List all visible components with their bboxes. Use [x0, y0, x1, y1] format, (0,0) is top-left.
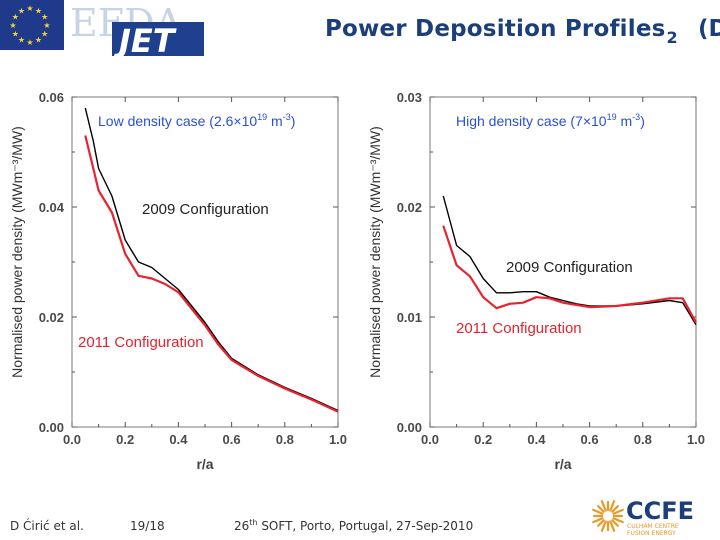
footer-conf-sup: th	[249, 518, 258, 527]
case-label-part: -3	[283, 112, 291, 122]
eu-star-icon: ★	[9, 21, 16, 30]
y-tick-label: 0.01	[397, 310, 422, 325]
x-axis-label: r/a	[554, 456, 571, 472]
x-tick-label: 0.6	[581, 432, 599, 447]
footer-author: D Ćirić et al.	[10, 519, 84, 533]
ccfe-burst-ray	[609, 520, 616, 532]
ccfe-burst-ray	[612, 517, 624, 524]
efda-jet-logo: ★★★★★★★★★★★★ EFDA JET	[0, 0, 204, 58]
eu-star-icon: ★	[35, 6, 42, 15]
ccfe-burst-ray	[611, 519, 619, 527]
series-label-2009: 2009 Configuration	[142, 201, 269, 218]
ccfe-tagline-2: FUSION ENERGY	[627, 530, 676, 537]
ccfe-text: CCFE	[626, 497, 694, 525]
x-tick-label: 1.0	[329, 432, 347, 447]
case-label-part: High density case (7×10	[456, 113, 607, 129]
ccfe-burst-ray	[612, 508, 624, 515]
ccfe-burst-ray	[609, 500, 616, 512]
eu-star-icon: ★	[26, 4, 33, 13]
y-tick-label: 0.00	[397, 420, 422, 435]
ccfe-logo: CCFE CULHAM CENTRE FUSION ENERGY	[592, 497, 694, 537]
footer-conf-rest: SOFT, Porto, Portugal, 27-Sep-2010	[257, 519, 474, 533]
slide-title-trailing: (D	[698, 16, 720, 42]
x-tick-label: 0.8	[634, 432, 652, 447]
y-tick-label: 0.02	[397, 200, 422, 215]
eu-star-icon: ★	[41, 30, 48, 39]
slide-title: Power Deposition Profiles2	[325, 16, 678, 47]
series-line-2011	[442, 225, 697, 324]
footer-conference: 26th SOFT, Porto, Portugal, 27-Sep-2010	[234, 518, 474, 533]
case-label: High density case (7×1019 m-3)	[456, 112, 645, 129]
x-axis-label: r/a	[196, 456, 213, 472]
y-tick-label: 0.06	[39, 90, 64, 105]
y-tick-label: 0.02	[39, 310, 64, 325]
ccfe-burst-ray	[611, 505, 619, 513]
case-label-part: )	[291, 113, 296, 129]
case-label-part: m	[267, 113, 283, 129]
y-axis-label: Normalised power density (MWm⁻³/MW)	[367, 126, 383, 378]
ccfe-burst-ray	[600, 520, 607, 532]
y-tick-label: 0.03	[397, 90, 422, 105]
case-label-part: -3	[632, 112, 640, 122]
x-tick-label: 1.0	[687, 432, 705, 447]
ccfe-burst-ray	[600, 500, 607, 512]
series-line-2011	[84, 135, 339, 413]
slide-title-text: Power Deposition Profiles	[325, 16, 666, 42]
case-label: Low density case (2.6×1019 m-3)	[98, 112, 295, 129]
eu-star-icon: ★	[43, 21, 50, 30]
case-label-part: 19	[607, 112, 617, 122]
ccfe-burst-icon	[592, 500, 624, 532]
eu-flag	[0, 0, 64, 50]
footer-page-number: 19/18	[130, 519, 165, 533]
eu-star-icon: ★	[26, 38, 33, 47]
x-tick-label: 0.2	[116, 432, 134, 447]
eu-star-icon: ★	[12, 30, 19, 39]
x-tick-label: 0.4	[169, 432, 188, 447]
series-label-2009: 2009 Configuration	[506, 259, 633, 276]
ccfe-tagline-1: CULHAM CENTRE	[627, 523, 679, 530]
ccfe-burst-ray	[592, 508, 604, 515]
series-label-2011: 2011 Configuration	[78, 334, 204, 351]
eu-star-icon: ★	[18, 6, 25, 15]
case-label-part: Low density case (2.6×10	[98, 113, 257, 129]
x-tick-label: 0.2	[474, 432, 492, 447]
header-bar: ★★★★★★★★★★★★ EFDA JET Power Deposition P…	[0, 0, 720, 58]
x-tick-label: 0.0	[421, 432, 439, 447]
case-label-part: m	[617, 113, 633, 129]
x-tick-label: 0.4	[527, 432, 546, 447]
slide-title-subscript: 2	[666, 28, 678, 47]
eu-star-icon: ★	[41, 13, 48, 22]
ccfe-burst-ray	[597, 505, 605, 513]
ccfe-burst-ray	[597, 519, 605, 527]
ccfe-burst-ray	[592, 517, 604, 524]
y-tick-label: 0.04	[39, 200, 65, 215]
series-label-2011: 2011 Configuration	[456, 320, 582, 337]
y-axis-label: Normalised power density (MWm⁻³/MW)	[9, 126, 25, 378]
case-label-part: 19	[257, 112, 267, 122]
x-tick-label: 0.8	[276, 432, 294, 447]
case-label-part: )	[640, 113, 645, 129]
x-tick-label: 0.6	[223, 432, 241, 447]
eu-star-icon: ★	[12, 13, 19, 22]
eu-stars-icon: ★★★★★★★★★ ★ ★★	[9, 4, 50, 47]
eu-star-icon: ★	[35, 36, 42, 45]
eu-star-icon: ★	[18, 36, 25, 45]
jet-badge	[112, 22, 204, 56]
y-tick-label: 0.00	[39, 420, 64, 435]
x-tick-label: 0.0	[63, 432, 81, 447]
footer-conf-num: 26	[234, 519, 250, 533]
jet-text: JET	[113, 22, 177, 58]
